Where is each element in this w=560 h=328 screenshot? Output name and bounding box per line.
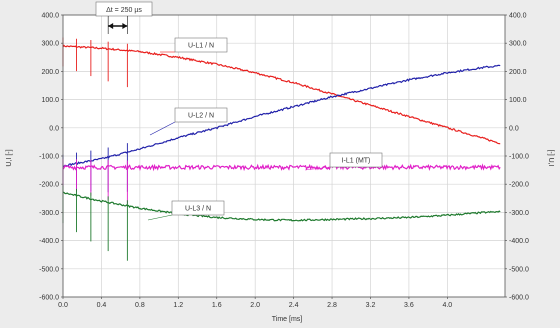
y-axis-title-left: U,I [-] — [6, 149, 13, 166]
annotation-label: I-L1 (MT) — [342, 158, 371, 165]
x-axis-title: Time [ms] — [272, 316, 303, 323]
x-tick-label: 0.4 — [97, 302, 107, 309]
annotation-box — [171, 200, 225, 216]
y-tick-label-right: 300.0 — [509, 41, 527, 48]
y-tick-label-left: 0.0 — [49, 125, 59, 132]
annotation-label: U-L1 / N — [188, 43, 214, 50]
y-tick-label-left: -100.0 — [39, 154, 59, 161]
tick-labels: 400.0 400.0 300.0 300.0 200.0 200.0 100.0 100.0… — [39, 13, 529, 310]
annotation-box — [174, 37, 228, 53]
annotation-leader — [147, 214, 173, 221]
y-tick-label-left: 400.0 — [41, 13, 59, 20]
x-tick-label: 1.2 — [173, 302, 183, 309]
x-tick-label: 3.2 — [366, 302, 376, 309]
x-tick-label: 2.8 — [327, 302, 337, 309]
y-tick-label-left: 200.0 — [41, 69, 59, 76]
series-line-3 — [62, 163, 501, 172]
y-axis-title-right: [-] U,I — [547, 149, 554, 166]
annotation-leader — [149, 121, 176, 136]
series-line-2 — [62, 64, 501, 167]
delta-t-arrowhead-right — [122, 23, 128, 29]
y-tick-label-left: -200.0 — [39, 182, 59, 189]
x-tick-label: 2.0 — [250, 302, 260, 309]
y-tick-label-left: -300.0 — [39, 210, 59, 217]
series-layer — [62, 37, 501, 261]
series-line-1 — [62, 44, 501, 145]
delta-t-box — [95, 1, 153, 17]
y-tick-label-right: 200.0 — [509, 69, 527, 76]
y-tick-label-left: -400.0 — [39, 238, 59, 245]
annotation-box — [329, 152, 383, 168]
x-tick-label: 2.4 — [289, 302, 299, 309]
y-tick-label-right: 0.0 — [509, 125, 519, 132]
delta-t-label: Δt = 250 µs — [106, 7, 142, 14]
y-tick-label-right: -500.0 — [509, 266, 529, 273]
y-tick-label-right: -600.0 — [509, 295, 529, 302]
y-tick-label-right: -300.0 — [509, 210, 529, 217]
annotation-leader — [304, 166, 331, 171]
x-tick-label: 3.6 — [404, 302, 414, 309]
y-tick-label-right: 400.0 — [509, 13, 527, 20]
y-tick-label-left: 300.0 — [41, 41, 59, 48]
x-tick-label: 0.0 — [58, 302, 68, 309]
x-tick-label: 0.8 — [135, 302, 145, 309]
y-tick-label-right: 100.0 — [509, 97, 527, 104]
annotations: U-L1 / N U-L2 / N I-L1 (MT) U-L3 / N Δt = 25… — [95, 1, 383, 221]
delta-t-arrowhead-left — [108, 23, 114, 29]
y-tick-label-right: -200.0 — [509, 182, 529, 189]
annotation-label: U-L3 / N — [185, 206, 211, 213]
y-tick-label-left: -600.0 — [39, 295, 59, 302]
y-tick-label-right: -400.0 — [509, 238, 529, 245]
y-tick-label-left: -500.0 — [39, 266, 59, 273]
x-tick-label: 4.0 — [442, 302, 452, 309]
series-line-4 — [62, 191, 501, 222]
annotation-label: U-L2 / N — [188, 113, 214, 120]
y-tick-label-right: -100.0 — [509, 154, 529, 161]
x-tick-label: 1.6 — [212, 302, 222, 309]
grid — [62, 14, 505, 298]
y-tick-label-left: 100.0 — [41, 97, 59, 104]
annotation-box — [174, 107, 228, 123]
